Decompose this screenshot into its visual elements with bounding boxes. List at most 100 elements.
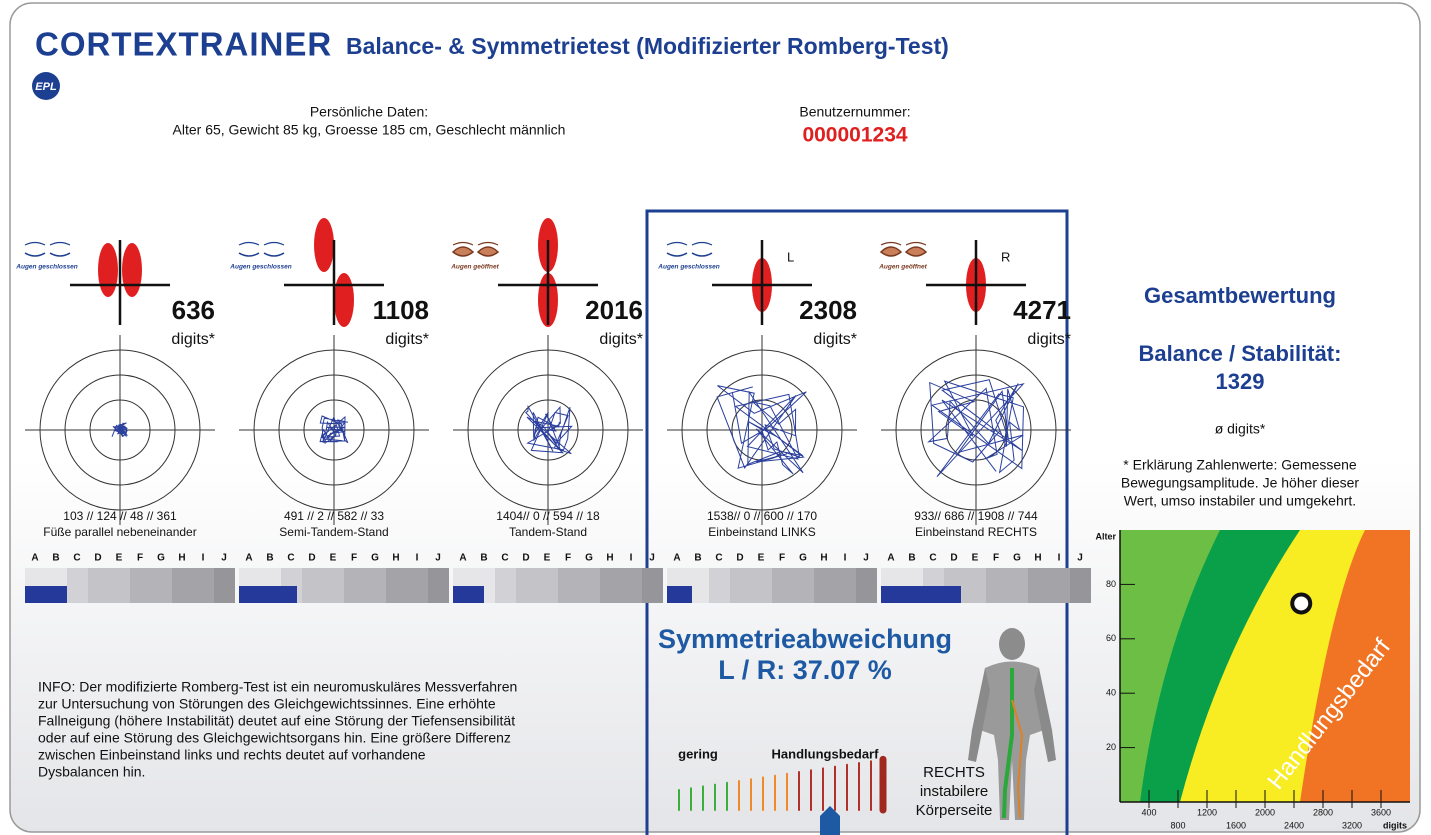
- x-tick-label: 400: [1141, 807, 1156, 817]
- grade-cell: [642, 568, 663, 603]
- test-name: Einbeinstand LINKS: [708, 525, 815, 539]
- side: R: [1001, 249, 1010, 264]
- grade-letter: C: [73, 553, 80, 564]
- eyes-label: Augen geöffnet: [878, 264, 927, 271]
- side: L: [787, 249, 794, 264]
- x-tick-label: 2800: [1313, 807, 1333, 817]
- info-line: Fallneigung (höhere Instabilität) deutet…: [38, 713, 515, 729]
- scale-high: Handlungsbedarf: [772, 746, 880, 761]
- personal-text: Alter 65, Gewicht 85 kg, Groesse 185 cm,…: [173, 122, 566, 138]
- grade-cell: [772, 568, 814, 603]
- side-line: RECHTS: [923, 764, 985, 781]
- grade-letter: C: [715, 553, 722, 564]
- grade-letter: I: [630, 553, 633, 564]
- grade-cell: [88, 568, 130, 603]
- grade-letter: D: [308, 553, 315, 564]
- grade-letter: J: [863, 553, 869, 564]
- symmetry-value: L / R: 37.07 %: [718, 655, 892, 685]
- stats: 103 // 124 // 48 // 361: [63, 509, 177, 523]
- point: [1292, 594, 1310, 612]
- badge: EPL: [35, 81, 57, 93]
- grade-letter: H: [178, 553, 185, 564]
- age-chart: 2040608040080012001600200024002800320036…: [1095, 530, 1410, 830]
- grade-letter: F: [779, 553, 785, 564]
- x-tick-label: 2400: [1284, 820, 1304, 830]
- grade-letter: E: [544, 553, 551, 564]
- grade-cell: [709, 568, 730, 603]
- grade-letter: I: [202, 553, 205, 564]
- grade-letter: A: [459, 553, 466, 564]
- grade-letter: D: [950, 553, 957, 564]
- report: CORTEXTRAINER EPL Balance- & Symmetriete…: [0, 0, 1431, 835]
- grade-letter: A: [887, 553, 894, 564]
- title: Balance- & Symmetrietest (Modifizierter …: [346, 33, 949, 59]
- user-number: 000001234: [802, 124, 907, 147]
- x-axis-label: digits: [1383, 820, 1407, 830]
- x-tick-label: 3200: [1342, 820, 1362, 830]
- value: 636: [172, 295, 215, 325]
- grade-cell: [495, 568, 516, 603]
- info-line: Dysbalancen hin.: [38, 764, 145, 780]
- grade-cell: [344, 568, 386, 603]
- grade-cell: [67, 568, 88, 603]
- symmetry-title: Symmetrieabweichung: [658, 624, 952, 654]
- logo: CORTEXTRAINER: [35, 26, 332, 63]
- grade-letter: F: [565, 553, 571, 564]
- grade-cell: [600, 568, 642, 603]
- value: 1108: [373, 295, 429, 325]
- test-name: Einbeinstand RECHTS: [915, 525, 1037, 539]
- grade-bar: [239, 586, 297, 603]
- summary-unit: ø digits*: [1215, 421, 1266, 437]
- grade-letter: J: [221, 553, 227, 564]
- info-line: INFO: Der modifizierte Romberg-Test ist …: [38, 679, 517, 695]
- grade-letter: A: [245, 553, 252, 564]
- grade-cell: [386, 568, 428, 603]
- stats: 1404// 0 // 594 // 18: [496, 509, 600, 523]
- grade-letter: C: [287, 553, 294, 564]
- unit: digits*: [1027, 331, 1071, 348]
- grade-letter: C: [501, 553, 508, 564]
- grade-letter: G: [371, 553, 379, 564]
- grade-letter: B: [52, 553, 59, 564]
- eyes-label: Augen geschlossen: [15, 264, 77, 271]
- note-line: Wert, umso instabiler und umgekehrt.: [1124, 493, 1356, 509]
- y-tick-label: 60: [1106, 633, 1116, 643]
- grade-letter: J: [435, 553, 441, 564]
- grade-cell: [428, 568, 449, 603]
- note-line: * Erklärung Zahlenwerte: Gemessene: [1123, 457, 1357, 473]
- user-label: Benutzernummer:: [799, 104, 910, 120]
- value: 2016: [585, 295, 643, 325]
- grade-letter: I: [1058, 553, 1061, 564]
- stats: 491 // 2 // 582 // 33: [284, 509, 384, 523]
- unit: digits*: [385, 331, 429, 348]
- grade-letter: F: [351, 553, 357, 564]
- summary-title: Gesamtbewertung: [1144, 283, 1336, 308]
- grade-letter: H: [820, 553, 827, 564]
- eyes-label: Augen geöffnet: [450, 264, 499, 271]
- y-tick-label: 20: [1106, 742, 1116, 752]
- grade-letter: J: [1077, 553, 1083, 564]
- personal-label: Persönliche Daten:: [310, 104, 428, 120]
- grade-letter: A: [31, 553, 38, 564]
- grade-letter: C: [929, 553, 936, 564]
- grade-cell: [814, 568, 856, 603]
- grade-cell: [1028, 568, 1070, 603]
- stats: 1538// 0 // 600 // 170: [707, 509, 817, 523]
- grade-cell: [986, 568, 1028, 603]
- summary-note: * Erklärung Zahlenwerte: GemesseneBewegu…: [1121, 457, 1359, 509]
- foot: [334, 273, 354, 327]
- grade-letter: B: [480, 553, 487, 564]
- grade-letter: D: [94, 553, 101, 564]
- foot: [98, 243, 118, 297]
- x-tick-label: 2000: [1255, 807, 1275, 817]
- grade-letter: F: [993, 553, 999, 564]
- scale-low: gering: [678, 746, 718, 761]
- side-line: Körperseite: [916, 802, 993, 819]
- grade-letter: G: [157, 553, 165, 564]
- unit: digits*: [813, 331, 857, 348]
- y-tick-label: 80: [1106, 579, 1116, 589]
- side-line: instabilere: [920, 783, 988, 800]
- foot: [314, 218, 334, 272]
- value: 2308: [799, 295, 857, 325]
- x-tick-label: 800: [1170, 820, 1185, 830]
